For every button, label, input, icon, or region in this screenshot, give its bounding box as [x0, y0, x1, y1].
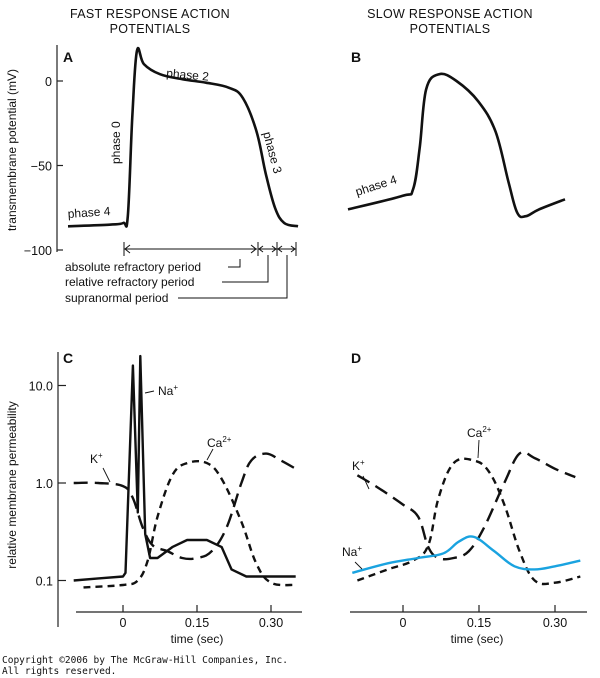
copyright-line2: All rights reserved. [2, 666, 117, 677]
na-leader-c [144, 390, 155, 394]
arrowhead [258, 245, 264, 253]
panel-b: B phase 4 [347, 49, 566, 219]
panel-d: D 0 0.15 0.30 time (sec) K+ Ca2+ Na+ [342, 350, 587, 646]
panel-a-ytick-label: −50 [31, 160, 52, 174]
panel-c-ytick-label: 0.1 [36, 575, 53, 589]
panel-c-letter: C [63, 350, 73, 366]
panel-b-series-membrane-potential [347, 72, 566, 219]
panel-a-letter: A [63, 49, 73, 65]
copyright-notice: Copyright ©2006 by The McGraw-Hill Compa… [2, 655, 288, 677]
panel-b-annot-phase4: phase 4 [354, 172, 399, 199]
panel-a-ytick-label: 0 [45, 75, 52, 89]
panel-d-series-Ca2-plus [356, 457, 581, 586]
refractory-brackets [123, 242, 297, 299]
panel-c-label-na: Na+ [158, 383, 178, 398]
arrowhead [277, 245, 283, 253]
arrowhead [271, 245, 277, 253]
na-leader-d [354, 561, 363, 570]
relative-refractory-label: relative refractory period [65, 275, 194, 289]
panel-a-y-axis-title: transmembrane potential (mV) [5, 69, 19, 231]
panel-c-xtick-label: 0.15 [185, 616, 209, 630]
panel-c-ytick-label: 1.0 [36, 477, 53, 491]
arrowhead-left [124, 244, 131, 254]
panel-b-letter: B [351, 49, 361, 65]
panel-a-ytick-label: −100 [24, 244, 52, 258]
panel-a-annot-phase2: phase 2 [166, 66, 210, 84]
panel-d-xtick-label: 0.15 [467, 616, 491, 630]
copyright-line1: Copyright ©2006 by The McGraw-Hill Compa… [2, 655, 288, 666]
panel-d-series-K-plus [356, 450, 576, 561]
panel-c-label-k: K+ [90, 451, 103, 466]
panel-d-letter: D [351, 350, 361, 366]
ca-leader-d [477, 439, 480, 459]
panel-c-xtick-label: 0.30 [259, 616, 283, 630]
arrowhead [290, 245, 296, 253]
ca-leader-c [206, 448, 214, 461]
panel-c-xtick-label: 0 [120, 616, 127, 630]
panel-d-series-Na-plus [351, 535, 581, 574]
panel-c-label-ca: Ca2+ [207, 435, 232, 450]
slow-header-line1: SLOW RESPONSE ACTION [367, 7, 533, 21]
panel-d-label-ca: Ca2+ [467, 425, 492, 440]
panel-a-annot-phase0: phase 0 [109, 121, 123, 164]
arrowhead-right [250, 244, 257, 254]
fast-header-line1: FAST RESPONSE ACTION [70, 7, 230, 21]
panel-c-y-axis-title: relative membrane permeability [5, 401, 19, 568]
slow-header-line2: POTENTIALS [410, 22, 491, 36]
panel-c-ytick-label: 10.0 [29, 380, 53, 394]
panel-c-series-K-plus [73, 452, 297, 561]
supranormal-leader [178, 255, 288, 299]
relative-leader [222, 255, 269, 283]
absolute-refractory-label: absolute refractory period [65, 260, 201, 274]
panel-c-x-axis-title: time (sec) [171, 632, 224, 646]
absolute-leader [228, 259, 241, 268]
panel-d-xtick-label: 0 [400, 616, 407, 630]
panel-c: C 10.0 1.0 0.1 0 0.15 0.30 relative membrane… [5, 350, 302, 646]
k-leader-c [102, 467, 111, 483]
panel-a-series-membrane-potential [67, 46, 299, 228]
panel-d-x-axis-title: time (sec) [451, 632, 504, 646]
panel-c-series-Ca2-plus [83, 459, 296, 589]
panel-a: A 0−50−100 transmembrane potential (mV) … [5, 45, 299, 305]
panel-d-label-k: K+ [352, 458, 365, 473]
fast-header-line2: POTENTIALS [110, 22, 191, 36]
panel-a-annot-phase4: phase 4 [67, 204, 111, 221]
panel-d-label-na: Na+ [342, 544, 362, 559]
k-leader-d [362, 475, 370, 490]
panel-c-series-Na-plus [73, 354, 296, 582]
panel-d-xtick-label: 0.30 [543, 616, 567, 630]
supranormal-label: supranormal period [65, 291, 168, 305]
